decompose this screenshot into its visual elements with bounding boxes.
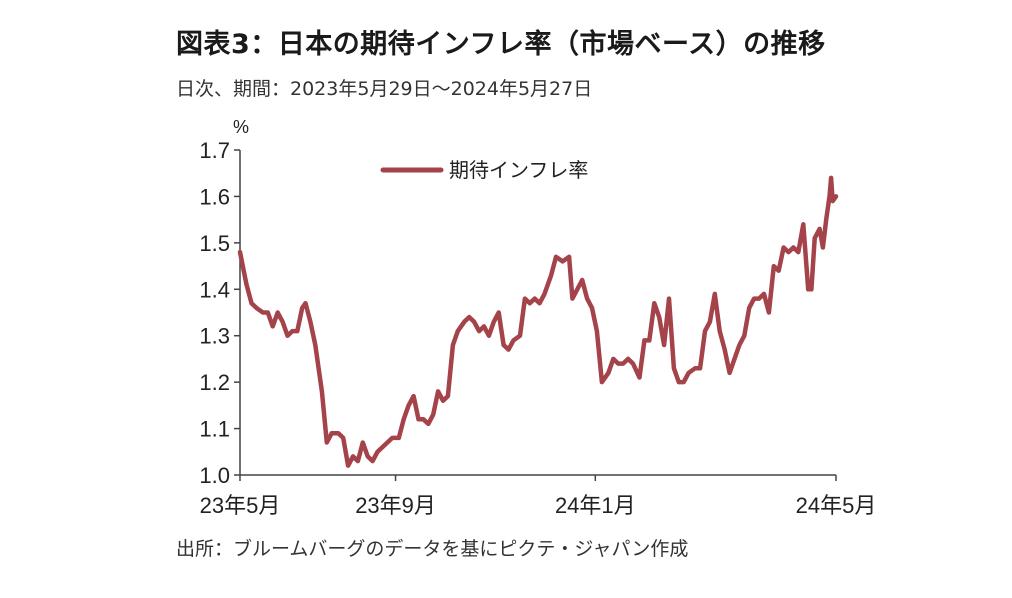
y-tick-label: 1.7 bbox=[199, 138, 230, 163]
x-tick-label: 24年1月 bbox=[555, 493, 636, 518]
series-lines bbox=[237, 175, 839, 468]
chart-subtitle: 日次、期間：2023年5月29日～2024年5月27日 bbox=[176, 78, 593, 100]
y-axis-unit-label: % bbox=[233, 117, 249, 137]
y-tick-label: 1.3 bbox=[199, 324, 230, 349]
legend: 期待インフレ率 bbox=[380, 158, 588, 182]
y-tick-label: 1.6 bbox=[199, 184, 230, 209]
source-note: 出所：ブルームバーグのデータを基にピクテ・ジャパン作成 bbox=[176, 538, 689, 560]
legend-label: 期待インフレ率 bbox=[449, 158, 588, 182]
y-tick-label: 1.1 bbox=[199, 417, 230, 442]
y-axis-ticks: 1.0 1.1 1.2 1.3 1.4 1.5 1.6 1.7 bbox=[199, 138, 240, 488]
y-tick-label: 1.5 bbox=[199, 231, 230, 256]
x-axis-ticks: 23年5月 23年9月 24年1月 24年5月 bbox=[200, 475, 877, 518]
x-tick-label: 24年5月 bbox=[796, 493, 877, 518]
y-tick-label: 1.0 bbox=[199, 463, 230, 488]
y-tick-label: 1.4 bbox=[199, 277, 230, 302]
x-tick-label: 23年5月 bbox=[200, 493, 281, 518]
series-line bbox=[237, 175, 839, 468]
x-tick-label: 23年9月 bbox=[355, 493, 436, 518]
y-tick-label: 1.2 bbox=[199, 370, 230, 395]
chart-title: 図表3：日本の期待インフレ率（市場ベース）の推移 bbox=[176, 29, 826, 60]
chart-axes bbox=[239, 150, 836, 476]
